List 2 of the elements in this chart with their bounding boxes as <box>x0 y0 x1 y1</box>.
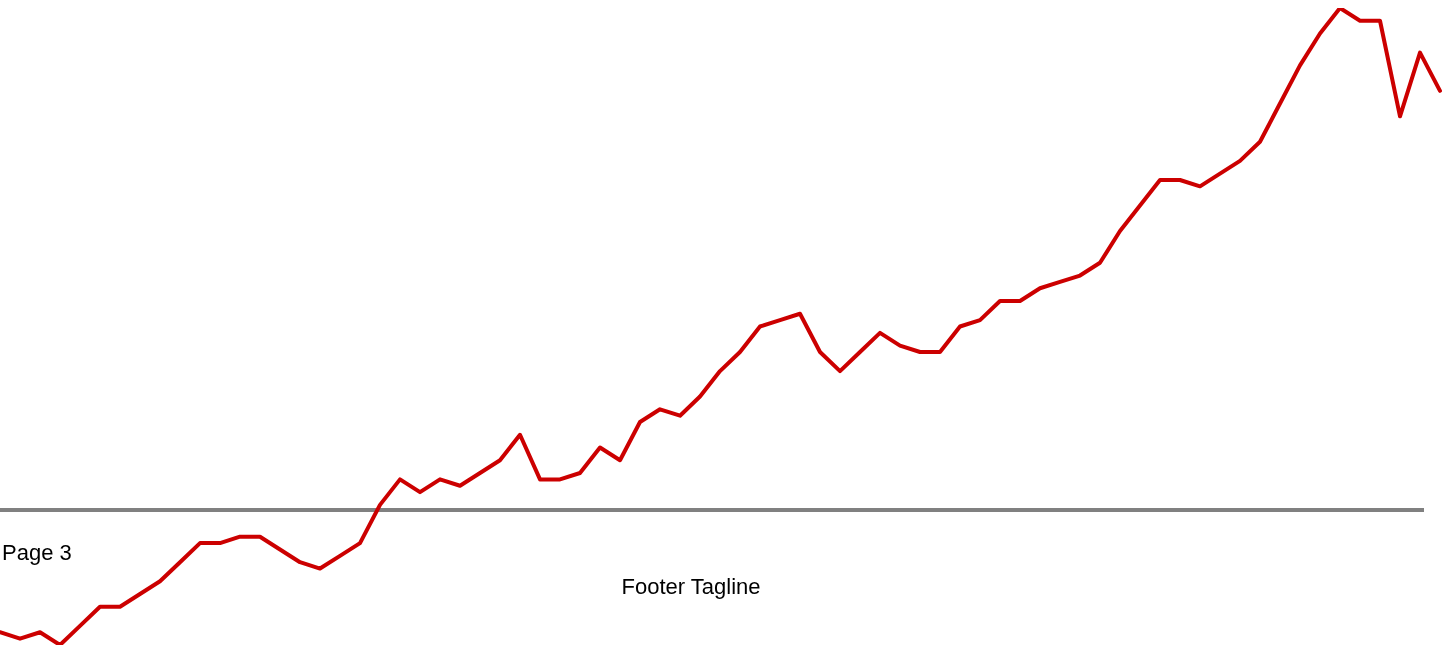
annotation: Footer Tagline <box>621 574 761 600</box>
annotation: Page 3 <box>2 540 72 566</box>
